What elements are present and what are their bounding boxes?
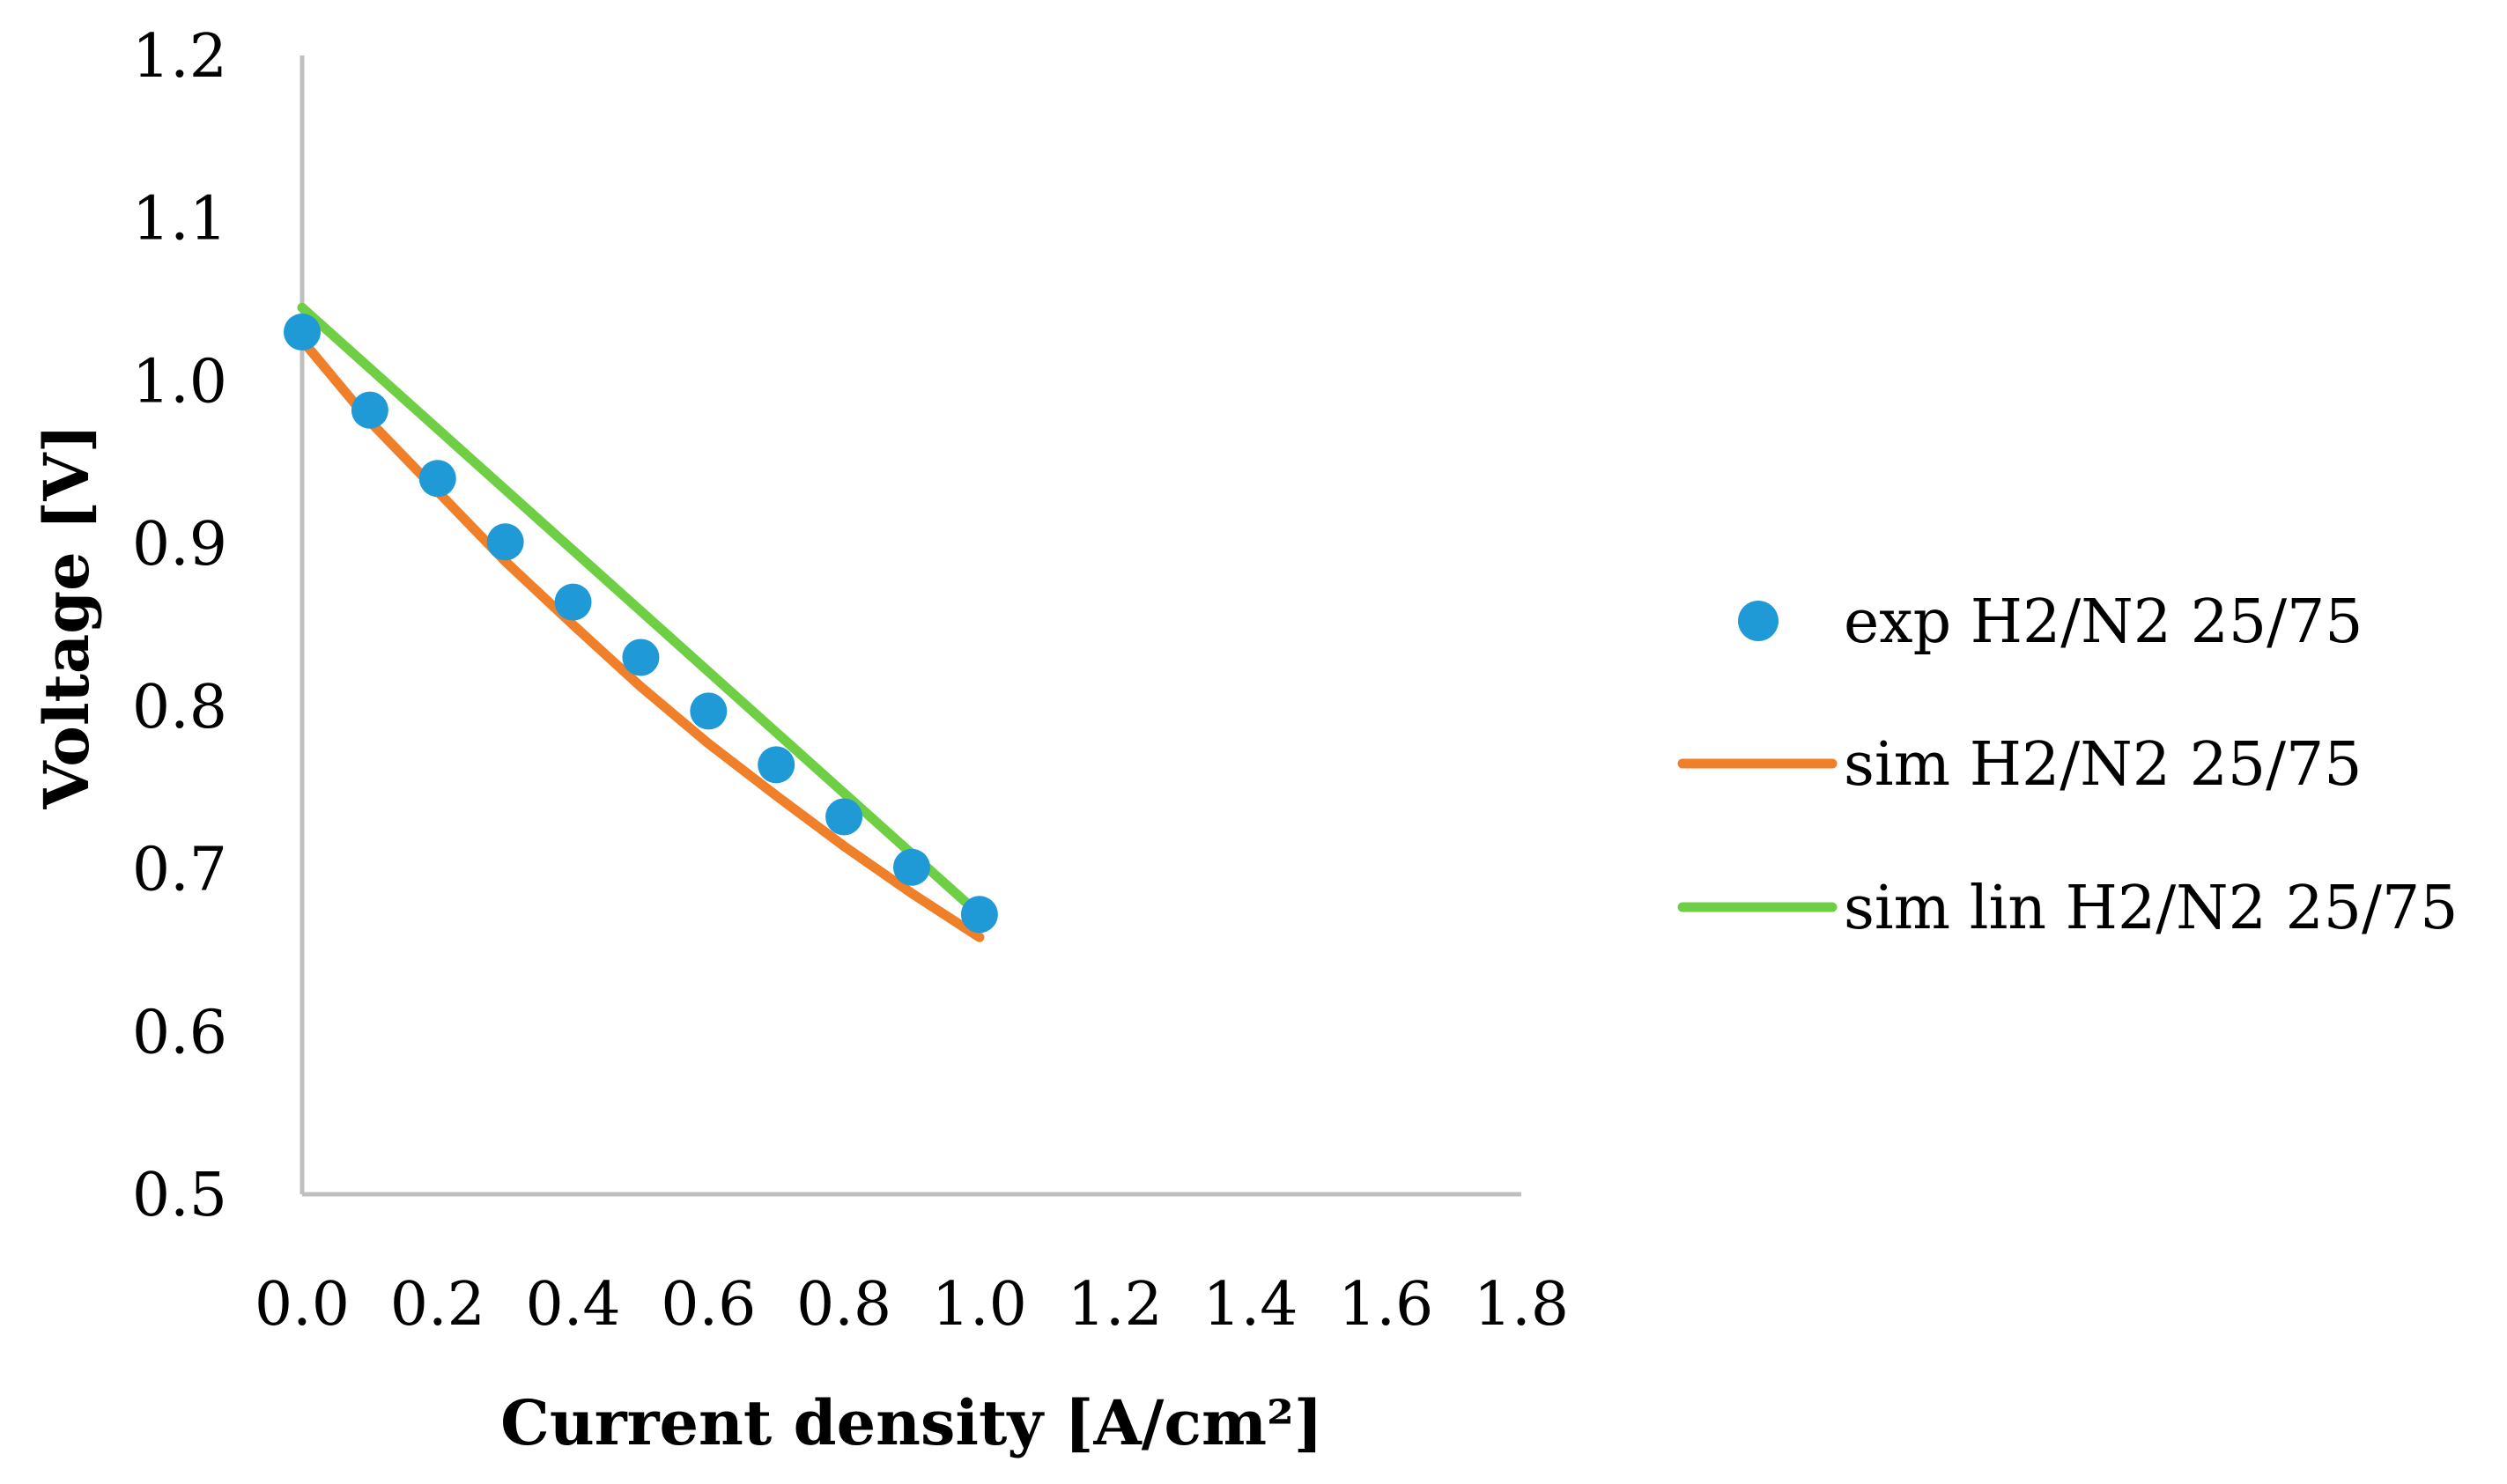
data-point [960, 896, 998, 934]
x-tick-label: 1.2 [1068, 1270, 1163, 1340]
data-point [690, 692, 728, 730]
y-tick-label: 0.7 [132, 836, 227, 905]
x-tick-label: 1.8 [1474, 1270, 1569, 1340]
x-tick-labels: 0.0 0.2 0.4 0.6 0.8 1.0 1.2 1.4 1.6 1.8 [255, 1270, 1569, 1340]
series-line-1 [297, 335, 985, 942]
series-layer [284, 302, 998, 942]
x-axis-title: Current density [A/cm²] [500, 1386, 1323, 1459]
y-tick-labels: 0.5 0.6 0.7 0.8 0.9 1.0 1.1 1.2 [132, 22, 227, 1230]
series-line-2 [297, 302, 985, 919]
x-tick-label: 0.8 [796, 1270, 891, 1340]
data-point [622, 639, 660, 676]
legend-marker [1738, 601, 1779, 641]
data-point [351, 391, 388, 429]
x-tick-label: 1.6 [1338, 1270, 1433, 1340]
y-tick-label: 1.2 [132, 22, 227, 92]
legend-label: sim lin H2/N2 25/75 [1844, 874, 2458, 943]
x-tick-label: 1.0 [932, 1270, 1027, 1340]
x-tick-label: 0.4 [525, 1270, 620, 1340]
y-tick-label: 0.9 [132, 510, 227, 580]
y-tick-label: 0.6 [132, 998, 227, 1067]
x-tick-label: 0.0 [255, 1270, 350, 1340]
y-tick-label: 1.1 [132, 185, 227, 255]
legend-item: sim H2/N2 25/75 [1677, 730, 2363, 800]
legend-label: sim H2/N2 25/75 [1844, 730, 2363, 800]
y-tick-label: 0.5 [132, 1161, 227, 1230]
x-tick-label: 1.4 [1202, 1270, 1298, 1340]
y-tick-label: 0.8 [132, 673, 227, 742]
data-point [825, 798, 863, 836]
data-point [554, 583, 592, 621]
y-axis-title: Voltage [V] [30, 424, 103, 809]
data-point [284, 314, 321, 351]
legend-item: exp H2/N2 25/75 [1738, 587, 2363, 657]
legend-label: exp H2/N2 25/75 [1844, 587, 2363, 657]
legend-item: sim lin H2/N2 25/75 [1677, 874, 2458, 943]
data-point [893, 848, 930, 886]
data-point [486, 523, 524, 561]
data-point [418, 460, 456, 498]
x-tick-label: 0.6 [661, 1270, 756, 1340]
legend: exp H2/N2 25/75 sim H2/N2 25/75 sim lin H2… [1677, 587, 2458, 943]
data-point [758, 746, 795, 784]
y-tick-label: 1.0 [132, 347, 227, 417]
x-tick-label: 0.2 [390, 1270, 485, 1340]
